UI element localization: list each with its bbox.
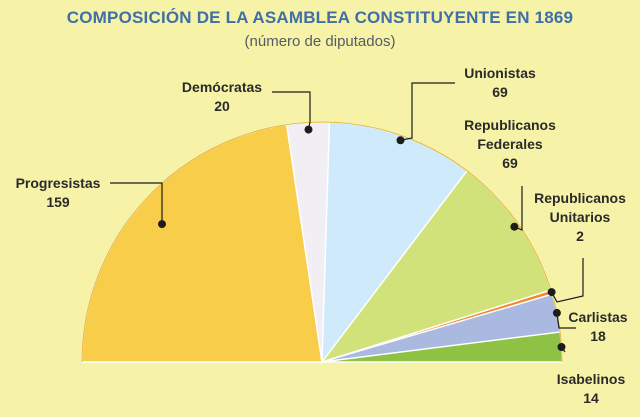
label-isabelinos: Isabelinos 14 [557, 371, 626, 406]
label-democratas: Demócratas 20 [182, 79, 262, 114]
marker-dot-republicanos-federales [510, 222, 519, 231]
chart-title: COMPOSICIÓN DE LA ASAMBLEA CONSTITUYENTE… [66, 8, 574, 27]
slice-progresistas [81, 123, 323, 363]
label-republicanos-unitarios: Republicanos Unitarios 2 [534, 190, 626, 244]
marker-dot-republicanos-unitarios [547, 288, 556, 297]
leader-line-republicanos-unitarios [551, 258, 584, 303]
marker-dot-carlistas [552, 308, 561, 317]
marker-dot-democratas [304, 125, 313, 134]
chart-subtitle: (número de diputados) [244, 33, 396, 50]
leader-line-progresistas [110, 182, 163, 225]
leader-line-carlistas [556, 312, 576, 329]
label-progresistas: Progresistas 159 [16, 175, 101, 210]
marker-dot-isabelinos [557, 343, 566, 351]
marker-dot-progresistas [158, 220, 166, 229]
label-carlistas: Carlistas 18 [568, 309, 627, 344]
label-republicanos-federales: Republicanos Federales 69 [464, 117, 556, 171]
label-unionistas: Unionistas 69 [464, 65, 536, 100]
leader-line-unionistas [400, 82, 455, 141]
pie-rim [81, 121, 563, 363]
marker-dot-unionistas [396, 136, 405, 145]
